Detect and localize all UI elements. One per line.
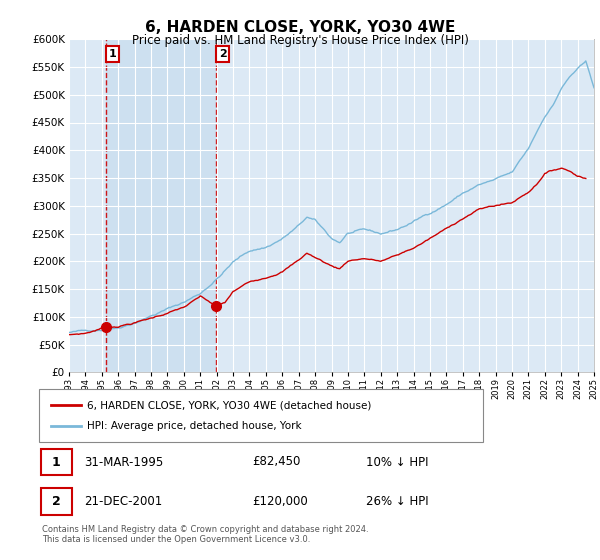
Text: 21-DEC-2001: 21-DEC-2001	[84, 494, 162, 508]
Text: 6, HARDEN CLOSE, YORK, YO30 4WE (detached house): 6, HARDEN CLOSE, YORK, YO30 4WE (detache…	[87, 400, 371, 410]
Bar	[106, 39, 216, 372]
Text: Price paid vs. HM Land Registry's House Price Index (HPI): Price paid vs. HM Land Registry's House …	[131, 34, 469, 46]
Text: 26% ↓ HPI: 26% ↓ HPI	[366, 494, 428, 508]
Text: 1: 1	[52, 455, 61, 469]
Text: HPI: Average price, detached house, York: HPI: Average price, detached house, York	[87, 421, 302, 431]
Text: £120,000: £120,000	[252, 494, 308, 508]
Text: 31-MAR-1995: 31-MAR-1995	[84, 455, 163, 469]
Text: 1: 1	[109, 49, 116, 59]
Text: 2: 2	[218, 49, 226, 59]
Text: 2: 2	[52, 494, 61, 508]
Text: 10% ↓ HPI: 10% ↓ HPI	[366, 455, 428, 469]
Text: £82,450: £82,450	[252, 455, 301, 469]
Text: 6, HARDEN CLOSE, YORK, YO30 4WE: 6, HARDEN CLOSE, YORK, YO30 4WE	[145, 20, 455, 35]
Text: Contains HM Land Registry data © Crown copyright and database right 2024.
This d: Contains HM Land Registry data © Crown c…	[42, 525, 368, 544]
